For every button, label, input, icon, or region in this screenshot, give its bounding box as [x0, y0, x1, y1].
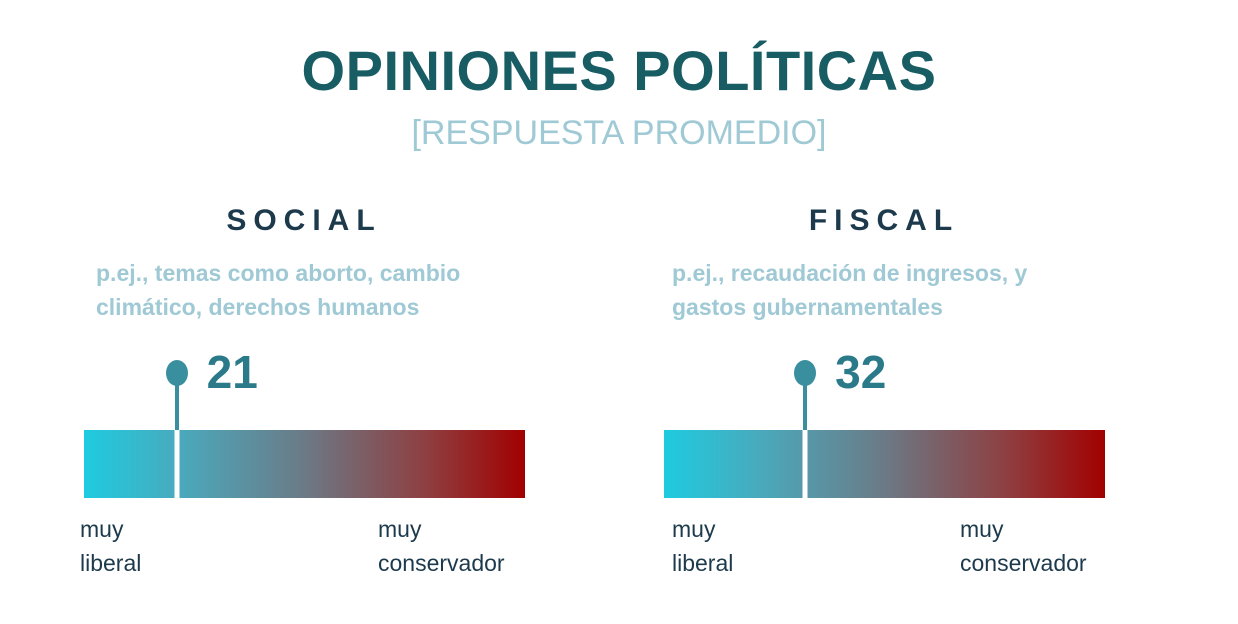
fiscal-marker-head — [794, 360, 817, 386]
fiscal-heading: FISCAL — [808, 204, 960, 237]
fiscal-marker-stem — [803, 382, 808, 432]
fiscal-description-line1: p.ej., recaudación de ingresos, y — [672, 260, 1028, 286]
social-description-line1: p.ej., temas como aborto, cambio — [96, 260, 461, 286]
page-subtitle: [RESPUESTA PROMEDIO] — [411, 114, 827, 152]
social-value-label: 21 — [206, 346, 258, 398]
social-right-label-line2: conservador — [378, 550, 505, 576]
fiscal-description: p.ej., recaudación de ingresos, y gastos… — [672, 256, 1112, 324]
page-title: OPINIONES POLÍTICAS — [301, 39, 937, 102]
social-marker-head — [165, 360, 188, 386]
fiscal-right-label-line1: muy — [960, 516, 1004, 542]
fiscal-left-label-line1: muy — [672, 516, 716, 542]
fiscal-left-label: muy liberal — [672, 512, 733, 580]
social-gauge-panel: SOCIAL p.ej., temas como aborto, cambio … — [80, 0, 540, 624]
fiscal-gauge-panel: FISCAL p.ej., recaudación de ingresos, y… — [660, 0, 1120, 624]
social-left-label: muy liberal — [80, 512, 141, 580]
fiscal-gauge-divider — [802, 430, 808, 498]
social-description: p.ej., temas como aborto, cambio climáti… — [96, 256, 536, 324]
social-description-line2: climático, derechos humanos — [96, 294, 420, 320]
social-heading: SOCIAL — [226, 204, 382, 237]
social-left-label-line2: liberal — [80, 550, 142, 576]
social-gauge-bar — [84, 430, 525, 498]
fiscal-description-line2: gastos gubernamentales — [672, 294, 943, 320]
fiscal-value-label: 32 — [835, 346, 887, 398]
fiscal-right-label-line2: conservador — [960, 550, 1087, 576]
fiscal-right-label: muy conservador — [960, 512, 1087, 580]
social-right-label: muy conservador — [378, 512, 505, 580]
social-right-label-line1: muy — [378, 516, 422, 542]
fiscal-gauge-bar — [664, 430, 1105, 498]
social-left-label-line1: muy — [80, 516, 124, 542]
social-gauge-divider — [174, 430, 180, 498]
social-marker-stem — [174, 382, 179, 432]
fiscal-left-label-line2: liberal — [672, 550, 734, 576]
